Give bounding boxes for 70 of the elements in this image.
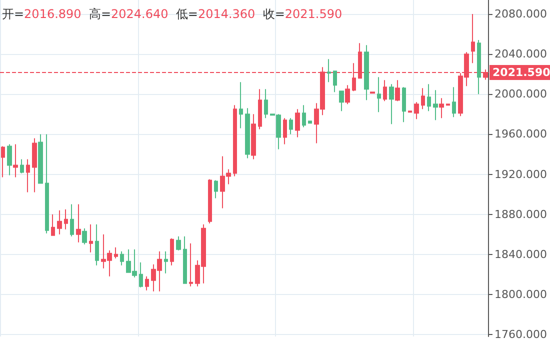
candlestick — [289, 118, 293, 135]
candlestick — [114, 246, 118, 259]
candlestick — [383, 80, 387, 102]
candlestick — [208, 178, 212, 224]
candlestick — [13, 144, 18, 178]
y-tick-label: 1960.000 — [494, 128, 548, 141]
candlestick — [477, 40, 481, 95]
candlestick — [302, 104, 306, 128]
candlestick — [120, 250, 124, 266]
candlestick — [308, 120, 312, 124]
candlestick — [214, 180, 218, 199]
candlestick — [233, 104, 237, 177]
candlestick — [377, 76, 381, 113]
candlestick — [395, 80, 400, 102]
y-tick-label: 1920.000 — [494, 168, 548, 181]
candlestick — [239, 82, 243, 129]
candlestick — [64, 208, 68, 230]
candlestick — [245, 108, 250, 159]
candlestick — [76, 204, 81, 243]
candlestick — [389, 84, 394, 125]
candlestick — [38, 134, 43, 184]
candlestick — [427, 84, 431, 112]
candlestick — [189, 242, 193, 287]
annotation: 高=2024.640 — [88, 7, 168, 21]
candlestick — [45, 134, 49, 234]
candlestick — [95, 224, 99, 266]
candlestick — [164, 250, 168, 274]
candlestick — [139, 262, 143, 288]
candlestick — [264, 88, 268, 119]
candlestick — [339, 90, 344, 112]
candlestick — [258, 88, 262, 130]
candlestick — [333, 70, 337, 93]
y-tick-label: 2040.000 — [494, 48, 548, 61]
candlestick — [89, 224, 93, 253]
candlestick — [251, 114, 256, 160]
candlestick — [51, 214, 55, 236]
candlestick — [57, 210, 62, 235]
y-tick-label: 1800.000 — [494, 288, 548, 301]
y-tick-label: 1760.000 — [494, 328, 548, 340]
candlestick — [82, 228, 87, 245]
candlestick — [421, 88, 425, 110]
ref-line-label: 2021.590 — [492, 66, 550, 80]
y-tick-label: 1880.000 — [494, 208, 548, 221]
candlestick — [414, 102, 419, 120]
candlestick — [183, 236, 187, 284]
candlestick — [433, 90, 438, 121]
y-tick-label: 2080.000 — [494, 8, 548, 21]
candlestick — [20, 158, 24, 174]
y-tick-label: 2000.000 — [494, 88, 548, 101]
candlestick — [32, 138, 37, 193]
candlestick — [145, 276, 149, 291]
candlestick — [471, 14, 475, 64]
candlestick — [283, 118, 287, 145]
candlestick — [327, 58, 331, 83]
candlestick — [439, 98, 444, 119]
candlestick — [345, 84, 350, 105]
y-tick-label: 1840.000 — [494, 248, 548, 261]
candlestick — [1, 146, 5, 178]
candlestick — [7, 144, 12, 176]
annotation: 开=2016.890 — [2, 7, 82, 21]
candlestick — [364, 44, 369, 101]
candlestick — [170, 238, 174, 266]
candlestick — [70, 204, 74, 237]
candlestick — [295, 108, 300, 138]
annotation: 低=2014.360 — [176, 7, 256, 21]
candlestick — [452, 86, 456, 118]
candlestick — [26, 158, 30, 193]
candlestick — [402, 86, 406, 123]
annotation: 收=2021.590 — [262, 7, 342, 21]
candlestick — [176, 236, 181, 251]
